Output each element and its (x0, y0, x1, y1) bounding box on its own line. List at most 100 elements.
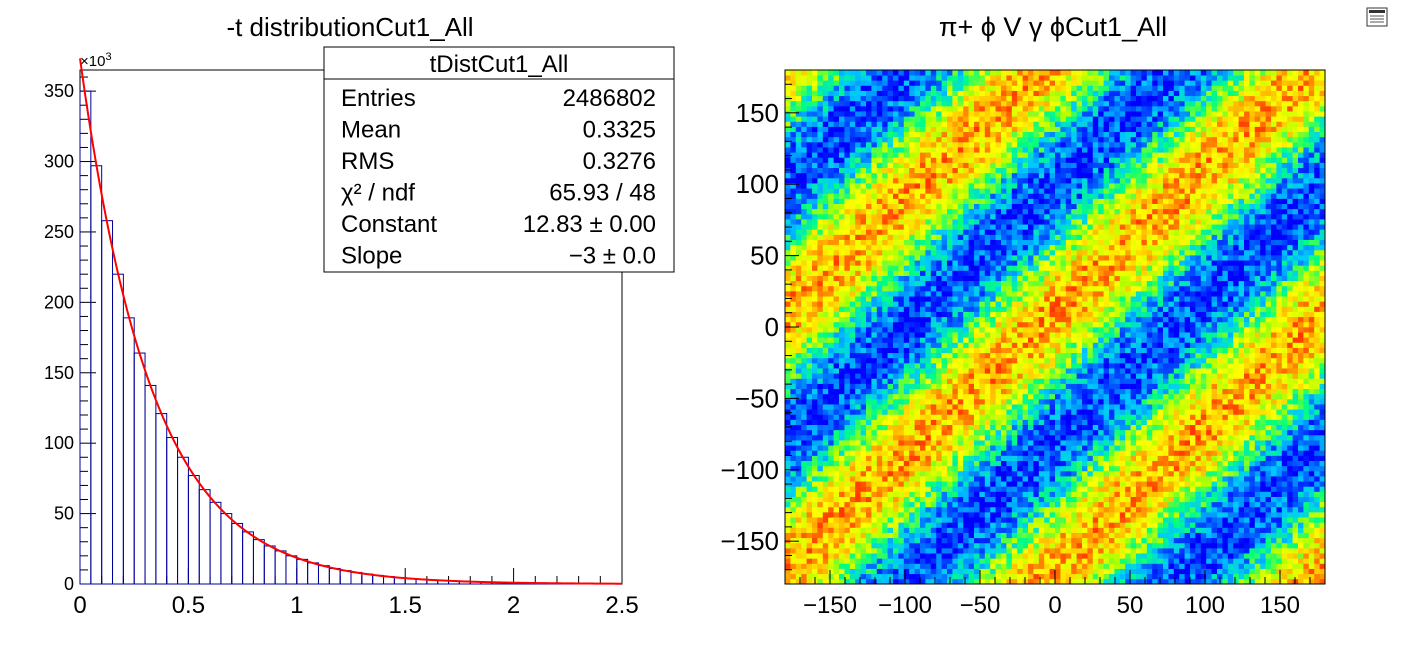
heatmap-cell (1163, 373, 1169, 379)
heatmap-cell (1071, 481, 1077, 487)
heatmap-cell (1217, 563, 1223, 569)
heatmap-cell (855, 470, 861, 477)
heatmap-cell (844, 481, 851, 487)
heatmap-cell (1152, 393, 1158, 400)
heatmap-cell (957, 424, 964, 431)
heatmap-cell (1033, 445, 1040, 451)
heatmap-cell (1281, 440, 1288, 446)
heatmap-cell (1071, 404, 1077, 410)
heatmap-cell (1157, 404, 1164, 410)
heatmap-cell (909, 440, 915, 446)
heatmap-cell (909, 486, 915, 492)
heatmap-cell (1033, 424, 1040, 431)
heatmap-cell (1222, 450, 1229, 456)
heatmap-cell (957, 362, 964, 369)
heatmap-cell (990, 563, 996, 569)
heatmap-cell (1314, 419, 1320, 426)
heatmap-cell (855, 450, 861, 456)
heatmap-cell (1168, 517, 1175, 523)
heatmap-cell (871, 342, 878, 348)
heatmap-cell (785, 486, 791, 492)
heatmap-cell (1227, 573, 1234, 580)
heatmap-cell (1060, 378, 1067, 384)
heatmap-cell (1087, 501, 1094, 508)
heatmap-cell (812, 460, 818, 467)
heatmap-cell (1071, 568, 1077, 575)
heatmap-cell (1206, 496, 1212, 503)
heatmap-cell (1184, 337, 1191, 343)
heatmap-cell (1260, 527, 1266, 533)
heatmap-cell (785, 434, 791, 441)
heatmap-cell (1244, 512, 1250, 518)
heatmap-cell (893, 450, 899, 456)
heatmap-cell (941, 398, 948, 405)
heatmap-cell (795, 476, 802, 482)
heatmap-cell (914, 383, 921, 390)
heatmap-cell (795, 450, 802, 456)
heatmap-cell (1141, 337, 1148, 343)
stats-row-label: χ² / ndf (341, 180, 415, 207)
heatmap-cell (806, 491, 813, 497)
heatmap-cell (1168, 434, 1175, 441)
heatmap-cell (1028, 542, 1034, 549)
heatmap-cell (1298, 491, 1304, 497)
heatmap-cell (785, 342, 791, 348)
heatmap-cell (898, 548, 905, 554)
heatmap-cell (790, 409, 797, 415)
heatmap-cell (1028, 460, 1034, 467)
heatmap-cell (1244, 398, 1250, 405)
heatmap-cell (1260, 383, 1266, 390)
heatmap-cell (1168, 501, 1175, 508)
heatmap-cell (1195, 419, 1202, 426)
heatmap-cell (1146, 578, 1153, 585)
heatmap-cell (1308, 347, 1315, 354)
heatmap-cell (1136, 476, 1142, 482)
heatmap-cell (1276, 455, 1283, 461)
histogram-y-tick-label: 250 (44, 222, 74, 242)
heatmap-cell (1011, 501, 1018, 508)
heatmap-cell (1114, 517, 1121, 523)
histogram-bar (220, 513, 233, 585)
heatmap-cell (1190, 522, 1196, 528)
heatmap-cell (1006, 548, 1013, 554)
heatmap-cell (1044, 362, 1050, 369)
heatmap-cell (1044, 409, 1050, 415)
heatmap-cell (903, 573, 910, 580)
heatmap-cell (1244, 445, 1250, 451)
heatmap-cell (925, 517, 932, 523)
heatmap-cell (1011, 357, 1018, 364)
heatmap-cell (1152, 362, 1158, 369)
heatmap-cell (1136, 368, 1142, 374)
heatmap-cell (817, 578, 824, 585)
heatmap-title: π+ ϕ V γ ϕCut1_All (939, 12, 1167, 42)
heatmap-cell (1017, 429, 1023, 436)
heatmap-cell (1254, 506, 1261, 513)
heatmap-cell (833, 486, 840, 492)
heatmap-cell (812, 517, 818, 523)
heatmap-cell (1265, 419, 1272, 426)
heatmap-cell (1049, 445, 1056, 451)
heatmap-cell (839, 542, 845, 549)
heatmap-cell (1038, 563, 1045, 569)
heatmap-cell (968, 404, 975, 410)
heatmap-cell (974, 388, 980, 395)
heatmap-cell (806, 455, 813, 461)
heatmap-cell (795, 542, 802, 549)
heatmap-cell (1103, 398, 1110, 405)
heatmap-cell (1103, 450, 1110, 456)
heatmap-cell (990, 486, 996, 492)
heatmap-cell (882, 357, 888, 364)
heatmap-cell (1184, 470, 1191, 477)
heatmap-cell (968, 512, 975, 518)
heatmap-cell (952, 445, 959, 451)
heatmap-cell (1033, 434, 1040, 441)
heatmap-cell (1163, 434, 1169, 441)
heatmap-cell (855, 573, 861, 580)
heatmap-cell (968, 532, 975, 539)
heatmap-cell (1303, 568, 1310, 575)
heatmap-cell (1071, 491, 1077, 497)
heatmap-cell (1028, 527, 1034, 533)
heatmap-cell (849, 537, 856, 544)
heatmap-cell (1060, 455, 1067, 461)
heatmap-cell (812, 481, 818, 487)
